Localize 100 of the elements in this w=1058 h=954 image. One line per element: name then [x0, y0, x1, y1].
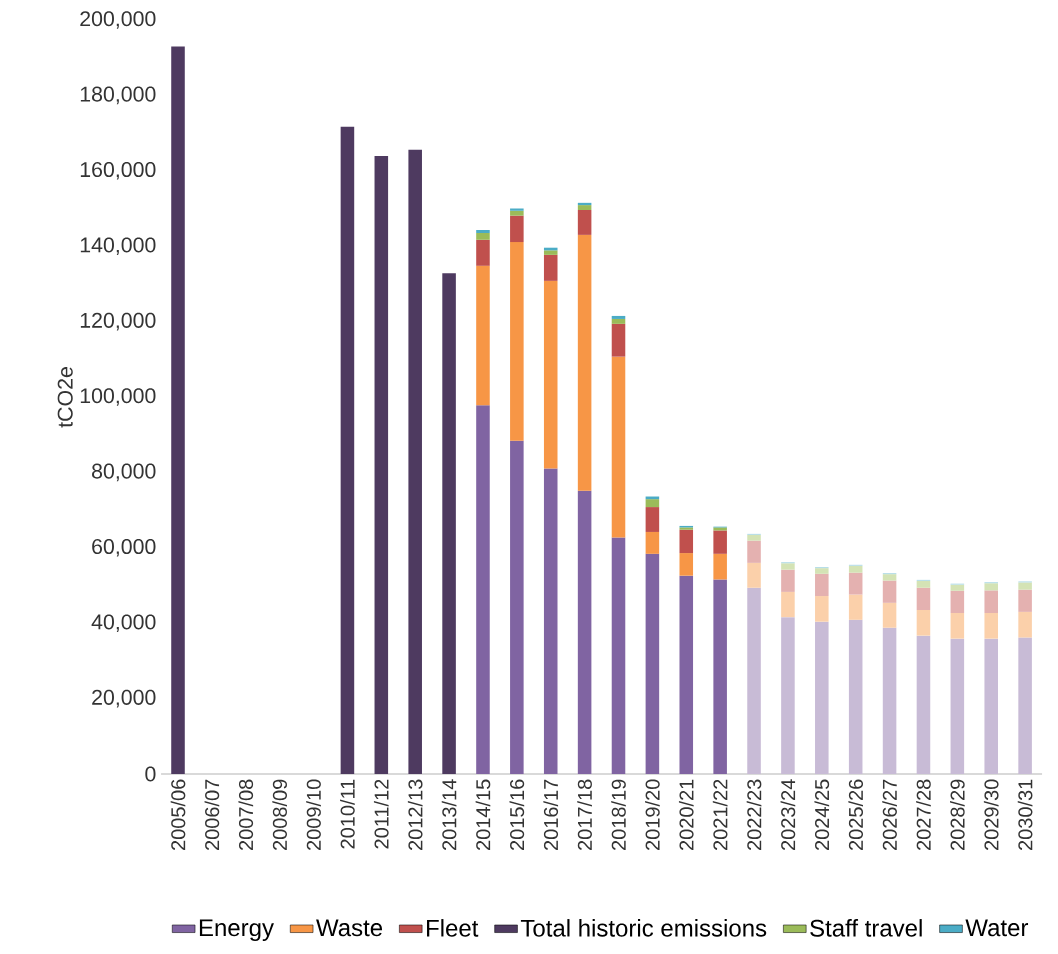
bar	[781, 591, 795, 618]
x-tick-label: 2009/10	[306, 779, 321, 850]
bar	[815, 596, 829, 622]
bar	[611, 537, 626, 774]
bar	[882, 627, 897, 774]
x-tick-label: 2018/19	[611, 779, 626, 850]
bar	[984, 613, 998, 639]
bar	[645, 531, 660, 554]
y-tick-label: 160,000	[80, 161, 156, 180]
y-tick-label: 20,000	[92, 689, 156, 708]
bar	[510, 440, 524, 774]
bar	[882, 580, 897, 603]
bar	[747, 587, 761, 774]
bar	[442, 273, 456, 774]
x-tick-label: 2010/11	[340, 779, 355, 849]
x-tick-label: 2007/08	[238, 779, 254, 850]
bar	[1018, 637, 1032, 774]
legend-label: Waste	[316, 919, 383, 937]
bar	[476, 405, 490, 774]
x-tick-label: 2020/21	[678, 779, 694, 850]
bar	[510, 208, 524, 211]
bar	[713, 579, 727, 774]
x-tick-label: 2022/23	[746, 779, 762, 850]
y-tick-label: 120,000	[80, 312, 156, 331]
x-tick-label: 2019/20	[645, 779, 660, 850]
bar	[543, 280, 558, 469]
bar	[577, 210, 592, 235]
bar	[848, 565, 863, 573]
bar	[916, 587, 931, 610]
y-axis-title: tCO2e	[57, 367, 73, 428]
bar	[916, 580, 931, 588]
bar	[645, 553, 660, 774]
x-tick-label: 2005/06	[170, 779, 186, 850]
x-tick-label: 2017/18	[577, 779, 592, 850]
x-tick-label: 2025/26	[848, 779, 864, 850]
bar	[577, 490, 592, 774]
bar	[882, 574, 897, 581]
y-tick-label: 100,000	[80, 388, 156, 406]
bar	[781, 569, 795, 592]
bar	[882, 602, 897, 628]
x-tick-label: 2012/13	[407, 779, 423, 850]
bar	[848, 594, 863, 620]
bar	[815, 621, 829, 774]
bar	[1018, 589, 1032, 612]
x-tick-label: 2023/24	[780, 779, 796, 850]
y-tick-label: 0	[145, 766, 156, 782]
bar	[645, 507, 660, 532]
y-tick-label: 200,000	[80, 11, 156, 29]
x-tick-label: 2015/16	[509, 779, 525, 850]
bar	[340, 126, 355, 774]
bar	[848, 619, 863, 774]
bar	[1018, 582, 1032, 590]
bar	[747, 540, 761, 563]
bar	[374, 156, 389, 774]
bar	[916, 635, 931, 774]
bar	[543, 250, 558, 255]
x-tick-label: 2006/07	[204, 779, 220, 850]
x-tick-label: 2016/17	[543, 779, 559, 850]
y-tick-label: 40,000	[91, 614, 156, 632]
bar	[950, 590, 965, 614]
bar	[747, 534, 761, 541]
bar	[408, 149, 422, 774]
bar	[679, 575, 694, 774]
bar	[679, 529, 694, 554]
bar	[1018, 611, 1032, 638]
bar	[476, 239, 490, 266]
bar	[611, 315, 626, 319]
x-tick-label: 2014/15	[475, 779, 491, 850]
bar	[781, 617, 795, 774]
bar	[611, 323, 626, 357]
x-tick-label: 2028/29	[950, 779, 965, 850]
bar	[781, 563, 795, 570]
bar	[950, 638, 965, 774]
bar	[984, 638, 998, 774]
bar	[577, 234, 592, 491]
x-tick-label: 2013/14	[441, 779, 457, 850]
x-tick-label: 2008/09	[272, 779, 287, 850]
bar	[984, 583, 998, 591]
legend-label: Energy	[199, 919, 274, 941]
bar	[984, 590, 998, 614]
bar	[747, 562, 761, 588]
y-tick-label: 140,000	[80, 237, 156, 255]
bar	[815, 573, 829, 597]
bar	[950, 584, 965, 591]
legend-label: Fleet	[427, 919, 479, 937]
bar	[916, 610, 931, 636]
legend-label: Staff travel	[810, 919, 922, 937]
bar	[171, 46, 185, 774]
bar	[543, 468, 558, 774]
x-tick-label: 2021/22	[712, 779, 728, 850]
bar	[713, 553, 727, 580]
legend-label: Total historic emissions	[520, 919, 767, 937]
bar	[611, 318, 626, 324]
x-tick-label: 2011/12	[373, 779, 389, 849]
bar	[645, 499, 660, 508]
y-tick-label: 60,000	[92, 538, 156, 557]
bar	[510, 242, 524, 441]
bar	[476, 233, 490, 240]
bar	[815, 568, 829, 574]
bar	[476, 265, 490, 406]
